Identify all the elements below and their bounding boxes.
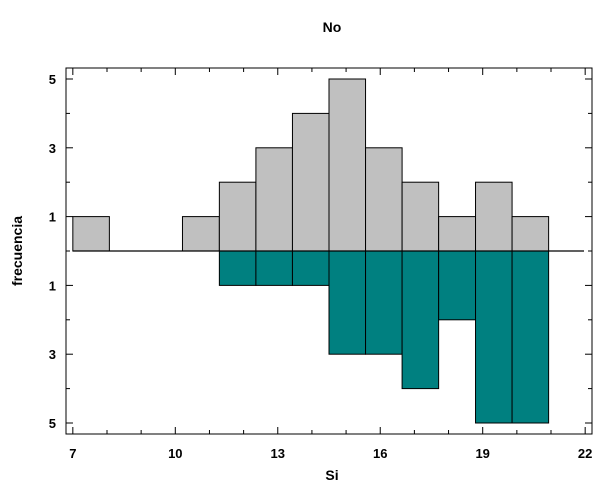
bar-top-0 — [72, 216, 110, 252]
y-tick-label-top: 3 — [49, 141, 56, 156]
bar-bottom-12 — [511, 250, 550, 424]
bar-top-3 — [181, 216, 220, 252]
x-tick-label: 16 — [373, 446, 387, 461]
y-tick-label-bottom: 5 — [49, 416, 56, 431]
bar-top-9 — [401, 181, 440, 252]
x-tick-label: 13 — [271, 446, 285, 461]
x-axis-title: Si — [325, 467, 338, 483]
bar-top-8 — [365, 147, 403, 252]
bar-top-11 — [475, 181, 513, 252]
y-tick-label-bottom: 1 — [49, 278, 56, 293]
y-tick-label-top: 1 — [49, 210, 56, 225]
x-tick-label: 10 — [168, 446, 182, 461]
bars-top-series — [72, 78, 550, 252]
y-axis-title: frecuencia — [9, 216, 25, 286]
axis-ticks — [66, 68, 592, 434]
bar-top-5 — [255, 147, 293, 252]
y-tick-label-top: 5 — [49, 72, 56, 87]
x-tick-label: 19 — [475, 446, 489, 461]
bar-top-12 — [511, 216, 550, 252]
bar-bottom-4 — [218, 250, 257, 286]
bar-bottom-5 — [255, 250, 293, 286]
y-tick-labels: 1 3 5 1 3 5 — [49, 72, 56, 431]
x-tick-label: 22 — [578, 446, 592, 461]
bar-bottom-9 — [401, 250, 440, 390]
bar-top-10 — [438, 216, 477, 252]
bars-bottom-series — [218, 250, 550, 424]
x-tick-labels: 7 10 13 16 19 22 — [69, 446, 592, 461]
bar-bottom-11 — [475, 250, 513, 424]
bar-bottom-8 — [365, 250, 403, 355]
bar-bottom-10 — [438, 250, 477, 321]
bar-bottom-7 — [328, 250, 367, 355]
bar-bottom-6 — [291, 250, 330, 286]
bar-top-4 — [218, 181, 257, 252]
y-tick-label-bottom: 3 — [49, 347, 56, 362]
x-tick-label: 7 — [69, 446, 76, 461]
chart-title: No — [323, 19, 342, 35]
bar-top-7 — [328, 78, 367, 252]
bar-top-6 — [291, 112, 330, 252]
